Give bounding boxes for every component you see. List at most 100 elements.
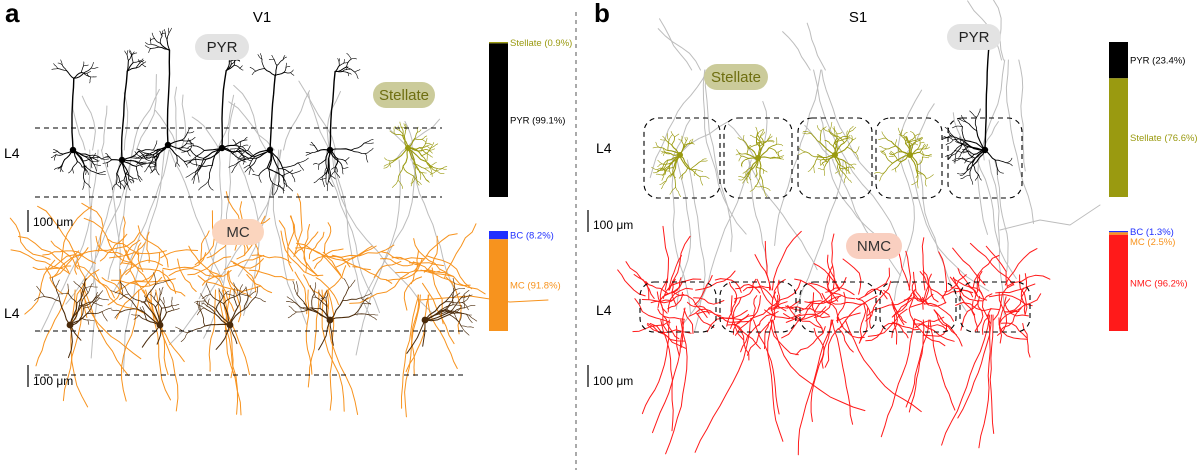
nmc-axon <box>734 295 761 336</box>
stellate-dendrite <box>662 135 667 141</box>
stellate-dendrite <box>679 174 683 179</box>
nmc-axon <box>1006 273 1027 313</box>
pyr-basal-dendrite <box>71 168 74 174</box>
stellate-dendrite <box>759 129 764 138</box>
mc-axon <box>177 258 197 292</box>
pyr-basal-dendrite <box>966 164 970 171</box>
pyr-apical-dendrite <box>984 49 990 151</box>
stellate-dendrite <box>885 154 893 164</box>
mc-dendrite <box>406 319 426 354</box>
pyr-tuft <box>338 58 340 62</box>
mc-axon <box>129 270 154 309</box>
pyr-basal-dendrite <box>1005 157 1013 164</box>
stellate-dendrite <box>656 167 663 171</box>
panel-b-bar-bottom-label-bc: BC (1.3%) <box>1130 227 1174 238</box>
gray-axon <box>132 88 160 151</box>
gray-axon <box>893 159 915 301</box>
pyr-tuft <box>347 72 349 77</box>
mc-dendrite <box>173 308 180 311</box>
mc-dendrite <box>152 272 156 285</box>
mc-dendrite <box>114 311 122 319</box>
stellate-dendrite <box>905 139 916 145</box>
pyr-tuft <box>343 59 345 64</box>
mc-dendrite <box>286 296 296 303</box>
stellate-dendrite <box>762 186 767 198</box>
pyr-basal-dendrite <box>106 162 109 168</box>
mc-dendrite <box>460 289 470 299</box>
stellate-dendrite <box>838 170 841 177</box>
pyr-basal-dendrite <box>277 168 280 185</box>
pyr-basal-dendrite <box>185 171 196 178</box>
gray-axon <box>107 149 133 280</box>
gray-axon <box>657 28 701 71</box>
mc-axon-descending <box>222 289 250 376</box>
pyr-basal-dendrite <box>138 152 147 158</box>
mc-dendrite <box>360 297 372 305</box>
pyr-basal-dendrite <box>237 150 245 159</box>
pyr-tuft <box>57 68 67 71</box>
nmc-axon <box>824 325 844 368</box>
pyr-tuft <box>346 53 352 60</box>
stellate-dendrite <box>889 151 894 155</box>
stellate-dendrite <box>410 176 417 184</box>
nmc-axon <box>634 298 671 323</box>
mc-axon-descending <box>305 289 313 375</box>
nmc-axon <box>950 286 974 298</box>
stellate-dendrite <box>878 137 887 141</box>
gray-axon <box>1005 59 1034 224</box>
stellate-dendrite <box>850 163 857 166</box>
pyr-basal-dendrite <box>238 149 246 152</box>
pyr-basal-dendrite <box>964 140 986 151</box>
stellate-dendrite <box>699 176 704 186</box>
pyr-basal-dendrite <box>132 177 138 180</box>
pyr-basal-dendrite <box>198 180 209 191</box>
nmc-axon <box>999 298 1011 344</box>
mc-axon-descending <box>401 294 420 409</box>
mc-axon <box>37 205 79 260</box>
pyr-tuft <box>89 76 91 84</box>
nmc-axon <box>663 315 680 340</box>
pyr-basal-dendrite <box>189 149 205 159</box>
stellate-dendrite <box>402 165 415 177</box>
pyr-basal-dendrite <box>337 158 346 162</box>
mc-dendrite <box>448 312 467 315</box>
pyr-tuft <box>131 55 134 64</box>
stellate-dendrite <box>848 125 854 133</box>
stellate-dendrite <box>661 162 671 165</box>
pyr-basal-dendrite <box>291 170 302 175</box>
panel-b-pyr-bubble-label: PYR <box>959 29 990 46</box>
mc-dendrite <box>200 293 206 302</box>
mc-dendrite <box>451 294 454 306</box>
mc-dendrite <box>43 296 61 302</box>
nmc-axon-descending <box>660 319 674 432</box>
pyr-basal-dendrite <box>317 163 320 170</box>
pyr-basal-dendrite <box>268 168 283 177</box>
nmc-axon <box>977 271 984 298</box>
panel-b-gray-axons <box>649 0 1101 333</box>
stellate-dendrite <box>759 138 761 147</box>
pyr-basal-dendrite <box>337 160 343 169</box>
mc-dendrite <box>329 319 334 346</box>
mc-dendrite <box>218 288 224 298</box>
nmc-axon <box>787 304 823 329</box>
stellate-dendrite <box>890 150 896 157</box>
mc-dendrite <box>131 314 140 316</box>
pyr-basal-dendrite <box>241 144 249 148</box>
stellate-dendrite <box>843 176 847 183</box>
pyr-tuft <box>60 59 63 65</box>
stellate-dendrite <box>913 133 916 141</box>
stellate-dendrite <box>836 131 843 135</box>
stellate-dendrite <box>925 174 934 179</box>
pyr-basal-dendrite <box>228 162 239 168</box>
pyr-basal-dendrite <box>53 154 57 161</box>
pyr-basal-dendrite <box>251 149 271 158</box>
stellate-dendrite <box>805 151 819 158</box>
stellate-dendrite <box>398 129 405 137</box>
pyr-tuft <box>290 72 295 76</box>
nmc-axon <box>892 298 913 318</box>
pyr-basal-dendrite <box>123 182 128 190</box>
stellate-dendrite <box>674 133 680 138</box>
gray-axon <box>806 22 826 71</box>
stellate-dendrite <box>847 166 854 169</box>
mc-axon <box>444 223 477 279</box>
